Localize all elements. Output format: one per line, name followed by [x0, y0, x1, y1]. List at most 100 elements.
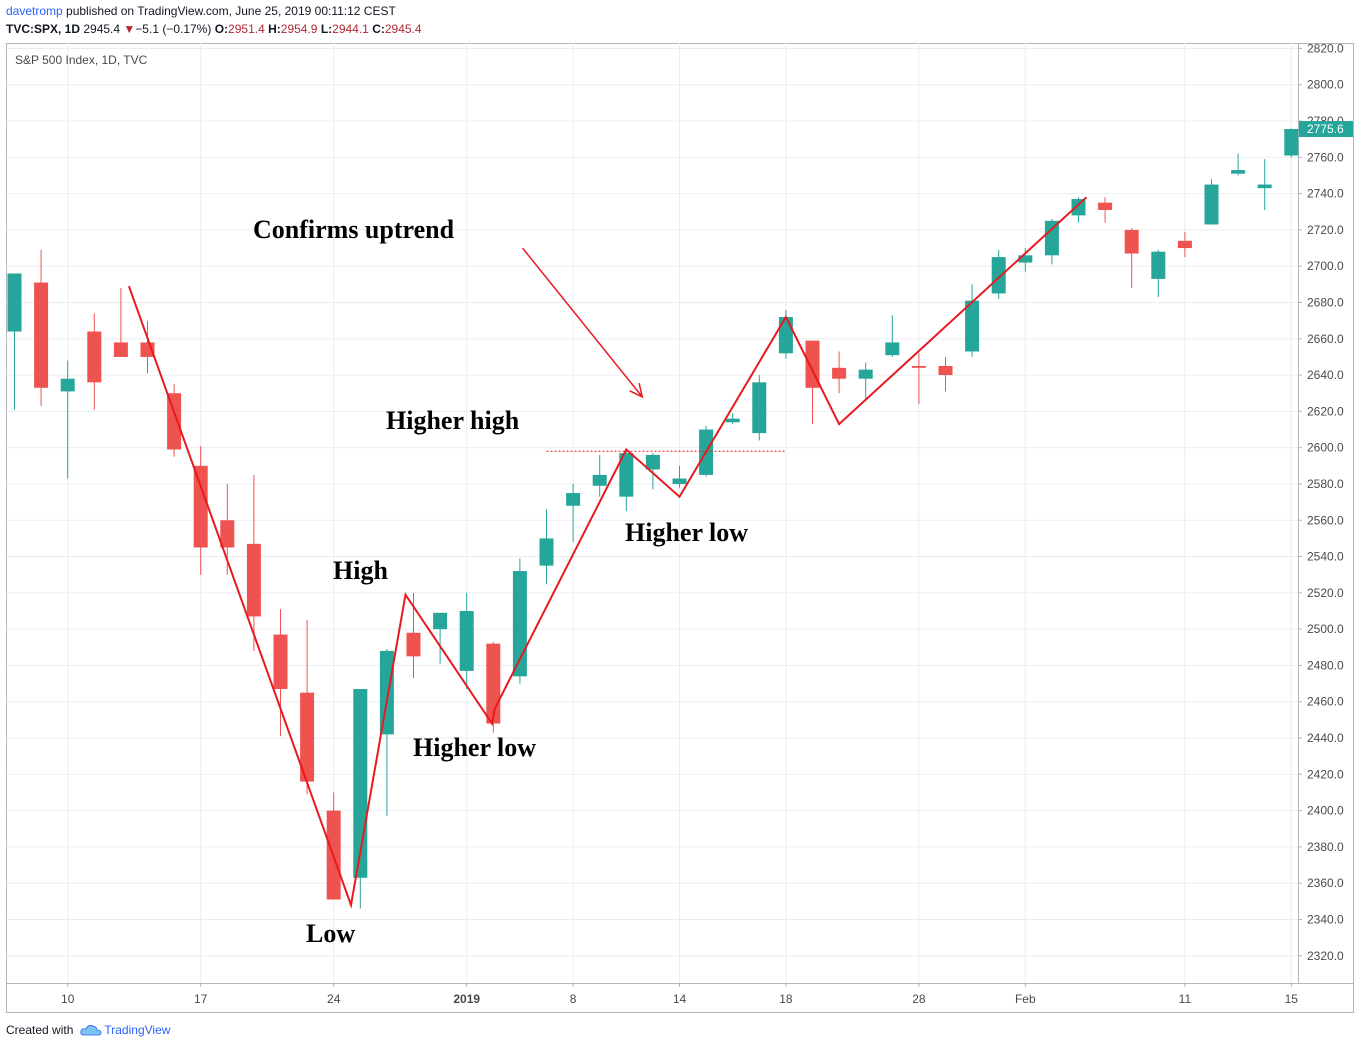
- price-tick-label: 2340.0: [1307, 912, 1344, 926]
- last-price: 2945.4: [83, 22, 121, 36]
- price-tick-label: 2620.0: [1307, 404, 1344, 418]
- candle-up: [672, 465, 687, 488]
- candle-body: [87, 331, 102, 383]
- candle-body: [193, 465, 208, 548]
- candle-up: [885, 315, 900, 357]
- publish-line: davetromp published on TradingView.com, …: [6, 4, 396, 18]
- candle-up: [379, 649, 394, 817]
- candle-body: [1124, 229, 1139, 254]
- time-tick-label: 24: [327, 992, 341, 1006]
- price-tick-label: 2380.0: [1307, 840, 1344, 854]
- candle-up: [991, 249, 1006, 299]
- candle-up: [645, 453, 660, 490]
- candle-body: [1177, 240, 1192, 249]
- candle-body: [752, 382, 767, 434]
- candle-down: [1177, 231, 1192, 258]
- low-value: 2944.1: [332, 22, 369, 36]
- price-axis[interactable]: 2320.0 2340.0 2360.0 2380.0 2400.0 2420.0 2440…: [1298, 43, 1344, 963]
- candle-up: [566, 483, 581, 543]
- candle-up: [1071, 197, 1086, 223]
- candle-down: [167, 384, 182, 457]
- last-price-label: 2775.6: [1307, 122, 1344, 136]
- candle-up: [1151, 249, 1166, 298]
- candle-body: [60, 378, 75, 392]
- candle-down: [34, 249, 49, 406]
- candle-body: [645, 454, 660, 470]
- candle-body: [1231, 170, 1246, 174]
- created-with-label: Created with: [6, 1023, 74, 1037]
- candle-body: [1284, 129, 1299, 156]
- candle-down: [193, 445, 208, 575]
- close-label: C:: [372, 22, 385, 36]
- candle-body: [832, 367, 847, 379]
- candle-up: [1204, 179, 1219, 225]
- candle-up: [1231, 153, 1246, 176]
- candle-down: [938, 356, 953, 392]
- ohlc-line: TVC:SPX, 1D 2945.4 ▼−5.1 (−0.17%) O:2951…: [6, 22, 422, 36]
- candle-body: [113, 342, 128, 357]
- candle-body: [1204, 184, 1219, 225]
- time-tick-label: 28: [912, 992, 926, 1006]
- tradingview-logo[interactable]: TradingView: [76, 1023, 170, 1037]
- candle-down: [300, 620, 315, 795]
- arrow-head: [629, 383, 644, 399]
- candle-down: [273, 609, 288, 737]
- candle-body: [1044, 220, 1059, 256]
- candle-up: [60, 360, 75, 479]
- annotation-higher-high: Higher high: [386, 406, 520, 435]
- time-tick-label: 11: [1179, 992, 1192, 1006]
- candle-up: [512, 558, 527, 684]
- open-label: O:: [214, 22, 229, 36]
- price-tick-label: 2820.0: [1307, 43, 1344, 55]
- candle-body: [965, 300, 980, 352]
- candle-body: [885, 342, 900, 356]
- annotation-low: Low: [306, 919, 355, 948]
- price-tick-label: 2540.0: [1307, 550, 1344, 564]
- candle-down: [87, 313, 102, 410]
- candle-body: [300, 692, 315, 782]
- open-value: 2951.4: [228, 22, 265, 36]
- grid-lines: [6, 43, 1298, 983]
- candle-body: [512, 571, 527, 677]
- annotation-high: High: [333, 556, 388, 585]
- candle-up: [965, 284, 980, 357]
- price-tick-label: 2660.0: [1307, 332, 1344, 346]
- price-tick-label: 2720.0: [1307, 223, 1344, 237]
- price-tick-label: 2460.0: [1307, 695, 1344, 709]
- candle-body: [1257, 184, 1272, 189]
- candle-up: [752, 375, 767, 441]
- candle-body: [725, 418, 740, 423]
- candle-up: [539, 509, 554, 584]
- candle-up: [619, 451, 634, 512]
- annotation-confirms-uptrend: Confirms uptrend: [253, 215, 455, 244]
- down-arrow-icon: ▼: [123, 22, 136, 36]
- price-tick-label: 2480.0: [1307, 658, 1344, 672]
- candle-body: [539, 538, 554, 566]
- candle-body: [592, 474, 607, 486]
- candle-up: [459, 592, 474, 690]
- time-tick-label: 15: [1285, 992, 1299, 1006]
- candle-body: [246, 543, 261, 617]
- candle-down: [832, 351, 847, 394]
- time-tick-label: 17: [194, 992, 208, 1006]
- candle-body: [1071, 199, 1086, 216]
- price-tick-label: 2500.0: [1307, 622, 1344, 636]
- candle-down: [113, 287, 128, 357]
- candle-body: [167, 393, 182, 450]
- author-link[interactable]: davetromp: [6, 4, 63, 18]
- time-tick-label: 18: [779, 992, 793, 1006]
- candle-body: [672, 478, 687, 484]
- time-axis[interactable]: 10 17 24 2019 8 14 18 28 Feb 11 15: [61, 983, 1298, 1006]
- candle-up: [1257, 159, 1272, 210]
- candle-down: [246, 474, 261, 651]
- high-label: H:: [268, 22, 281, 36]
- symbol-label: TVC:SPX, 1D: [6, 22, 81, 36]
- candlestick-chart[interactable]: 2320.0 2340.0 2360.0 2380.0 2400.0 2420.0 2440…: [6, 43, 1354, 1013]
- candle-body: [433, 612, 448, 630]
- annotations: Confirms uptrend Higher high High Higher lo…: [127, 196, 1088, 948]
- price-tick-label: 2580.0: [1307, 477, 1344, 491]
- candle-body: [34, 282, 49, 388]
- time-tick-label: Feb: [1015, 992, 1036, 1006]
- time-tick-label: 10: [61, 992, 75, 1006]
- candle-body: [379, 650, 394, 735]
